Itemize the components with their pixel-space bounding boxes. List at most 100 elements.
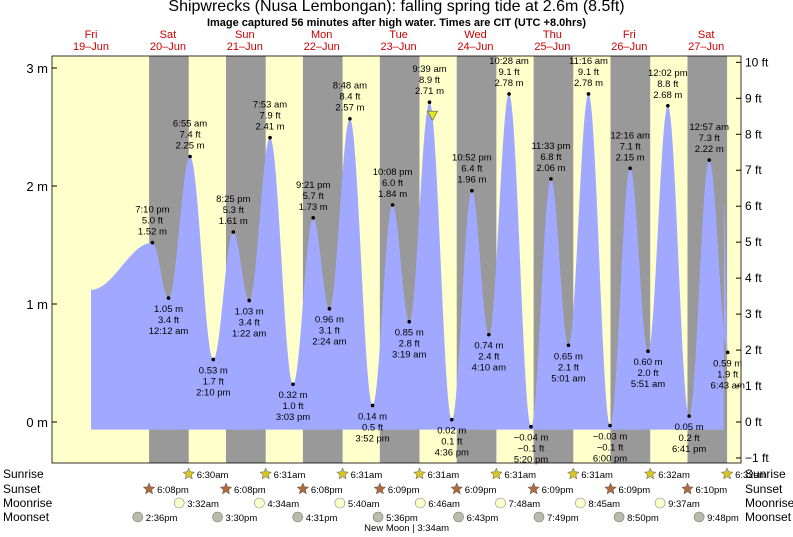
moonrise-icon xyxy=(575,497,586,509)
low-tide-time: 3:52 pm xyxy=(355,433,389,444)
moonset-icon xyxy=(453,511,464,523)
tide-point xyxy=(628,166,632,171)
sunrise-time: 6:31am xyxy=(504,470,536,481)
high-tide-time: 12:02 pm xyxy=(648,68,688,79)
high-tide-feet: 5.3 ft xyxy=(223,205,244,216)
moonrise-time: 9:37am xyxy=(668,499,700,510)
high-tide-feet: 6.0 ft xyxy=(382,178,403,189)
low-tide-feet: 0.1 ft xyxy=(441,437,462,448)
sunrise-icon xyxy=(566,467,580,480)
day-date-label: 21–Jun xyxy=(227,41,263,53)
row-label-left: Moonset xyxy=(3,510,50,524)
sunset-time: 6:09pm xyxy=(465,485,497,496)
low-tide-metres: 0.05 m xyxy=(675,422,704,433)
row-label-left: Sunset xyxy=(3,482,41,496)
moonrise-icon xyxy=(654,497,666,509)
sunrise-icon xyxy=(182,467,196,480)
tide-point xyxy=(449,417,454,422)
high-tide-feet: 9.1 ft xyxy=(578,67,599,78)
day-name-label: Sun xyxy=(235,29,255,41)
high-tide-metres: 2.71 m xyxy=(415,86,444,97)
high-tide-feet: 7.4 ft xyxy=(180,130,201,141)
tide-point xyxy=(268,135,272,140)
high-tide-time: 10:28 am xyxy=(489,56,529,67)
low-tide-feet: 3.1 ft xyxy=(319,326,340,337)
low-tide-feet: 1.0 ft xyxy=(282,401,303,412)
sunrise-icon xyxy=(643,467,657,480)
sunset-icon xyxy=(604,482,617,495)
low-tide-feet: 2.0 ft xyxy=(637,368,658,379)
new-moon-label: New Moon | 3:34am xyxy=(364,523,449,534)
day-name-label: Fri xyxy=(623,29,636,41)
high-tide-feet: 8.9 ft xyxy=(419,75,440,86)
right-axis-label: 4 ft xyxy=(745,271,762,285)
moonrise-time: 7:48am xyxy=(508,499,540,510)
low-tide-metres: 1.03 m xyxy=(235,306,264,317)
moonrise-icon xyxy=(414,497,426,509)
moonset-icon xyxy=(693,511,705,523)
tide-point xyxy=(390,203,395,207)
tide-point xyxy=(211,357,216,362)
moonset-icon xyxy=(533,511,545,523)
sunset-icon xyxy=(373,482,387,495)
low-tide-time: 2:10 pm xyxy=(196,387,230,398)
high-tide-feet: 6.8 ft xyxy=(540,152,561,163)
right-axis-label: 1 ft xyxy=(745,379,762,393)
high-tide-metres: 1.96 m xyxy=(457,175,486,186)
row-label-right: Sunrise xyxy=(745,467,786,481)
moonset-time: 5:36pm xyxy=(386,513,418,524)
low-tide-feet: 2.8 ft xyxy=(399,339,420,350)
low-tide-metres: 0.60 m xyxy=(633,357,662,368)
low-tide-time: 4:10 am xyxy=(472,363,506,374)
low-tide-time: 4:36 pm xyxy=(435,448,469,459)
low-tide-time: 5:51 am xyxy=(631,379,665,390)
high-tide-time: 8:25 pm xyxy=(216,194,250,205)
left-axis-label: 3 m xyxy=(26,61,48,76)
moonset-icon xyxy=(372,511,384,523)
high-tide-metres: 1.61 m xyxy=(219,216,248,227)
tide-point xyxy=(231,230,236,234)
high-tide-time: 12:16 am xyxy=(610,130,650,141)
low-tide-metres: 0.96 m xyxy=(315,315,344,326)
sunrise-time: 6:31am xyxy=(274,470,306,481)
high-tide-time: 6:55 am xyxy=(173,119,207,130)
high-tide-metres: 1.73 m xyxy=(299,202,328,213)
moonrise-time: 6:46am xyxy=(428,499,460,510)
day-name-label: Tue xyxy=(389,29,408,41)
low-tide-metres: 0.59 m xyxy=(713,358,742,369)
day-date-label: 25–Jun xyxy=(534,41,570,53)
moonrise-icon xyxy=(495,497,506,509)
high-tide-metres: 1.84 m xyxy=(378,189,407,200)
high-tide-feet: 8.8 ft xyxy=(657,79,678,90)
tide-point xyxy=(370,403,375,408)
day-date-label: 26–Jun xyxy=(611,41,647,53)
low-tide-time: 3:03 pm xyxy=(276,412,310,423)
moonset-time: 7:49pm xyxy=(547,513,579,524)
low-tide-metres: −0.04 m xyxy=(514,433,549,444)
low-tide-feet: 1.7 ft xyxy=(203,376,224,387)
tide-point xyxy=(666,103,670,108)
moonrise-time: 8:45am xyxy=(588,499,620,510)
low-tide-time: 5:20 pm xyxy=(514,455,548,466)
day-name-label: Sat xyxy=(160,29,177,41)
moonset-icon xyxy=(292,511,304,523)
tide-point xyxy=(646,349,650,354)
sunset-icon xyxy=(219,482,233,495)
sunrise-icon xyxy=(259,467,273,480)
tide-point xyxy=(311,216,315,220)
tide-point xyxy=(291,382,295,387)
low-tide-feet: −0.1 ft xyxy=(597,443,624,454)
high-tide-time: 9:39 am xyxy=(412,64,446,75)
moonrise-icon xyxy=(334,497,346,509)
day-name-label: Thu xyxy=(543,29,562,41)
sunrise-icon xyxy=(336,467,349,480)
low-tide-feet: −0.1 ft xyxy=(518,444,545,455)
left-axis-label: 1 m xyxy=(26,297,48,312)
low-tide-metres: 0.85 m xyxy=(395,328,424,339)
tide-point xyxy=(327,306,332,311)
left-axis-label: 0 m xyxy=(26,415,48,430)
low-tide-feet: 0.5 ft xyxy=(362,422,383,433)
tide-point xyxy=(427,100,432,105)
day-date-label: 23–Jun xyxy=(381,41,417,53)
